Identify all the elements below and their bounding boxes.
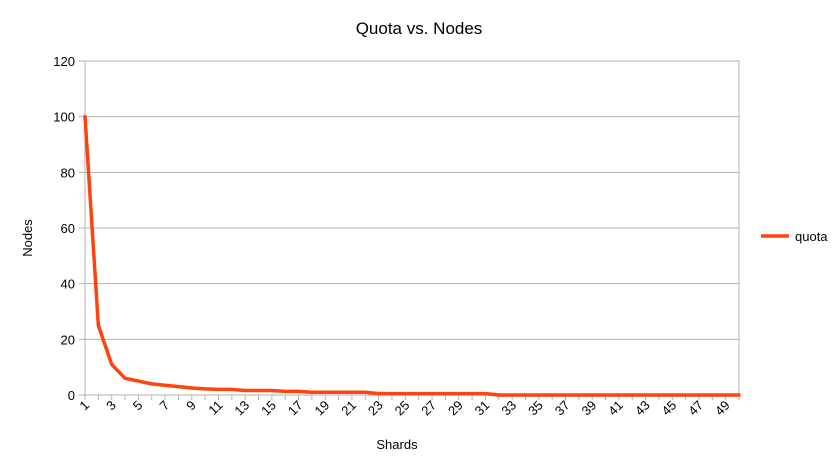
y-axis: 0 20 40 60 80 100 120 — [53, 54, 85, 403]
x-tick-label: 27 — [418, 398, 439, 419]
series-layer — [83, 114, 741, 397]
x-tick-label: 33 — [498, 398, 519, 419]
x-axis-title: Shards — [376, 437, 418, 452]
legend-label-quota: quota — [795, 229, 828, 244]
y-tick-label: 120 — [53, 54, 75, 69]
x-tick-label: 47 — [685, 398, 706, 419]
x-axis: 1 3 5 7 9 11 13 15 17 19 21 23 25 27 29 31 33 35 37 39 41 43 4… — [76, 395, 740, 419]
x-tick-label: 11 — [205, 398, 225, 418]
x-tick-label: 1 — [76, 398, 92, 414]
x-tick-label: 19 — [312, 398, 333, 419]
x-tick-label: 21 — [338, 398, 359, 419]
grid — [85, 60, 739, 396]
x-tick-label: 37 — [552, 398, 573, 419]
y-tick-label: 40 — [61, 277, 75, 292]
x-tick-label: 41 — [605, 398, 626, 419]
y-tick-label: 0 — [68, 388, 75, 403]
x-tick-label: 13 — [231, 398, 252, 419]
series-line-quota — [83, 114, 741, 397]
x-tick-label: 9 — [183, 398, 199, 414]
x-tick-label: 35 — [525, 398, 546, 419]
x-tick-label: 5 — [130, 398, 146, 414]
x-tick-label: 45 — [659, 398, 680, 419]
x-tick-label: 3 — [103, 398, 119, 414]
x-tick-label: 49 — [712, 398, 733, 419]
x-tick-label: 39 — [578, 398, 599, 419]
x-tick-label: 15 — [258, 398, 279, 419]
x-tick-label: 25 — [392, 398, 413, 419]
x-tick-label: 43 — [632, 398, 653, 419]
x-tick-label: 29 — [445, 398, 466, 419]
x-tick-label: 31 — [472, 398, 493, 419]
x-tick-label: 7 — [156, 398, 172, 414]
y-tick-label: 20 — [61, 332, 75, 347]
x-tick-label: 23 — [365, 398, 386, 419]
x-tick-label: 17 — [285, 398, 306, 419]
y-axis-title: Nodes — [20, 219, 35, 257]
y-tick-label: 80 — [61, 165, 75, 180]
legend: quota — [761, 229, 828, 244]
y-tick-label: 60 — [61, 221, 75, 236]
y-tick-label: 100 — [53, 110, 75, 125]
chart-title: Quota vs. Nodes — [356, 19, 483, 38]
